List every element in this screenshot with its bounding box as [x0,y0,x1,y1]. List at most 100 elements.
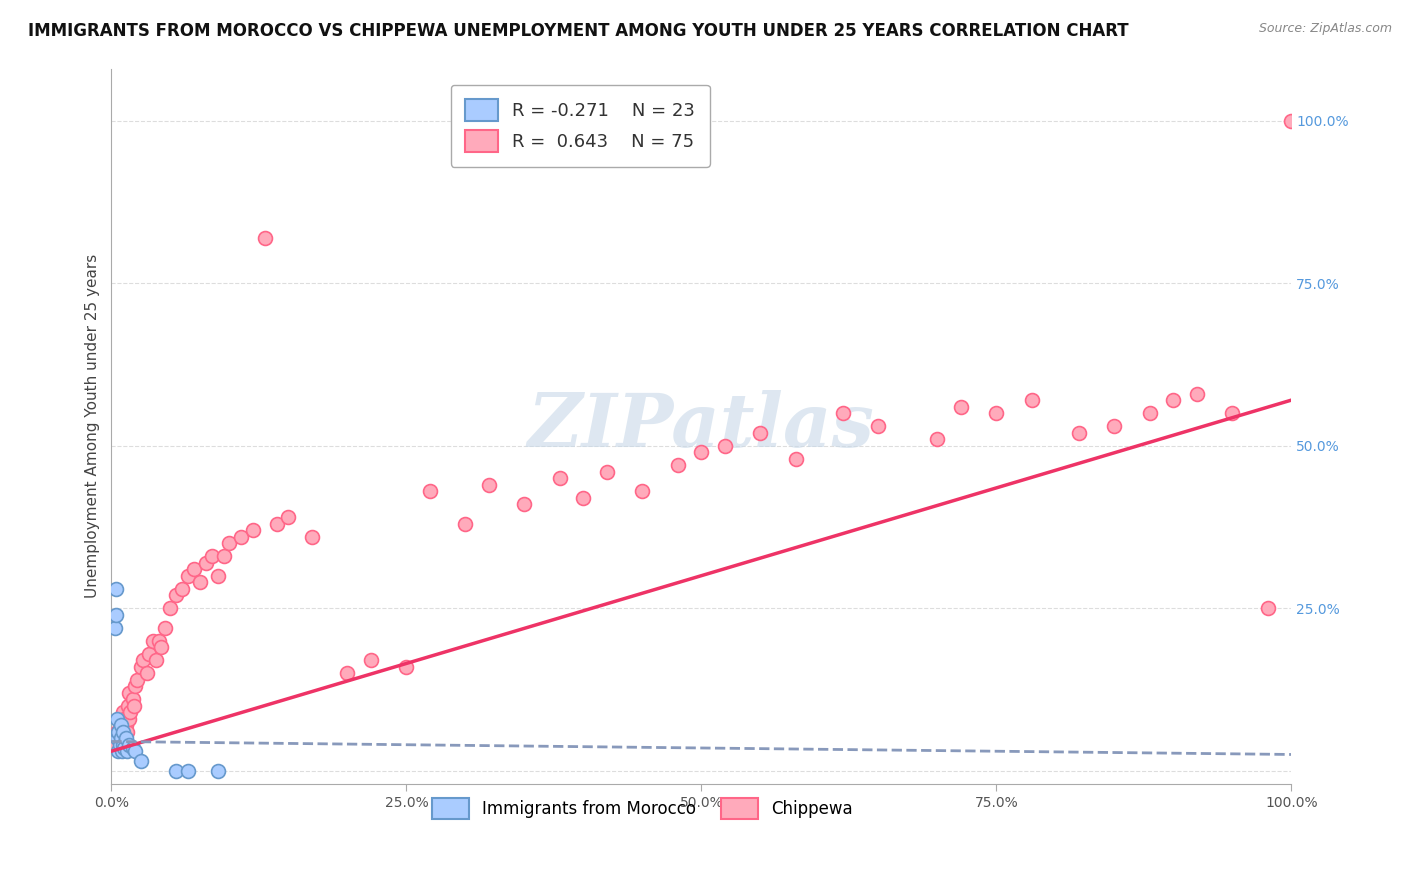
Point [127,673,149,687]
Point [104,738,127,752]
Point [104,621,127,635]
Point [112,724,135,739]
Point [301,530,323,544]
Point [114,731,136,746]
Point [1104,419,1126,434]
Point [108,738,131,752]
Point [1279,113,1302,128]
Point [112,712,135,726]
Point [207,568,229,582]
Point [266,516,288,531]
Point [105,731,128,746]
Point [832,406,855,420]
Point [122,698,145,713]
Point [114,718,136,732]
Point [1163,393,1185,408]
Point [172,582,194,596]
Point [596,465,619,479]
Point [132,653,155,667]
Point [112,705,135,719]
Point [478,477,501,491]
Legend: Immigrants from Morocco, Chippewa: Immigrants from Morocco, Chippewa [426,792,859,825]
Point [142,633,165,648]
Point [118,712,141,726]
Point [218,536,240,550]
Point [785,451,807,466]
Point [112,724,135,739]
Point [986,406,1008,420]
Point [749,425,772,440]
Point [165,764,187,778]
Point [107,712,129,726]
Point [666,458,689,472]
Point [194,556,217,570]
Point [138,647,160,661]
Point [120,705,142,719]
Point [231,530,253,544]
Point [124,679,146,693]
Point [1257,601,1279,615]
Point [419,484,441,499]
Point [631,484,654,499]
Point [108,731,131,746]
Point [111,744,134,758]
Point [277,510,299,524]
Point [118,738,141,752]
Point [105,724,128,739]
Point [129,754,152,768]
Point [201,549,224,564]
Point [949,400,972,414]
Point [110,718,132,732]
Point [183,562,205,576]
Point [927,432,949,446]
Point [110,718,132,732]
Point [165,588,187,602]
Point [121,692,143,706]
Point [107,744,129,758]
Point [690,445,713,459]
Point [105,607,128,622]
Point [129,659,152,673]
Point [513,497,536,511]
Point [1185,386,1208,401]
Point [112,741,135,756]
Point [121,741,143,756]
Point [117,698,139,713]
Point [135,666,157,681]
Text: Source: ZipAtlas.com: Source: ZipAtlas.com [1258,22,1392,36]
Text: IMMIGRANTS FROM MOROCCO VS CHIPPEWA UNEMPLOYMENT AMONG YOUTH UNDER 25 YEARS CORR: IMMIGRANTS FROM MOROCCO VS CHIPPEWA UNEM… [28,22,1129,40]
Point [395,659,418,673]
Point [145,653,167,667]
Point [153,621,176,635]
Point [1220,406,1243,420]
Point [1067,425,1090,440]
Point [207,764,229,778]
Point [149,640,172,655]
Point [242,523,264,537]
Point [105,712,128,726]
Point [115,744,138,758]
Point [118,686,141,700]
Point [124,744,146,758]
Point [177,764,200,778]
Point [107,724,129,739]
Point [1139,406,1161,420]
Point [714,439,737,453]
Point [572,491,595,505]
Point [548,471,571,485]
Point [454,516,477,531]
Point [112,738,135,752]
Point [115,724,138,739]
Point [188,575,211,590]
Text: ZIPatlas: ZIPatlas [527,390,875,462]
Point [111,738,134,752]
Point [360,653,382,667]
Point [1021,393,1043,408]
Point [253,230,276,244]
Point [868,419,890,434]
Y-axis label: Unemployment Among Youth under 25 years: Unemployment Among Youth under 25 years [86,254,100,599]
Point [148,633,170,648]
Point [110,731,132,746]
Point [159,601,181,615]
Point [177,568,200,582]
